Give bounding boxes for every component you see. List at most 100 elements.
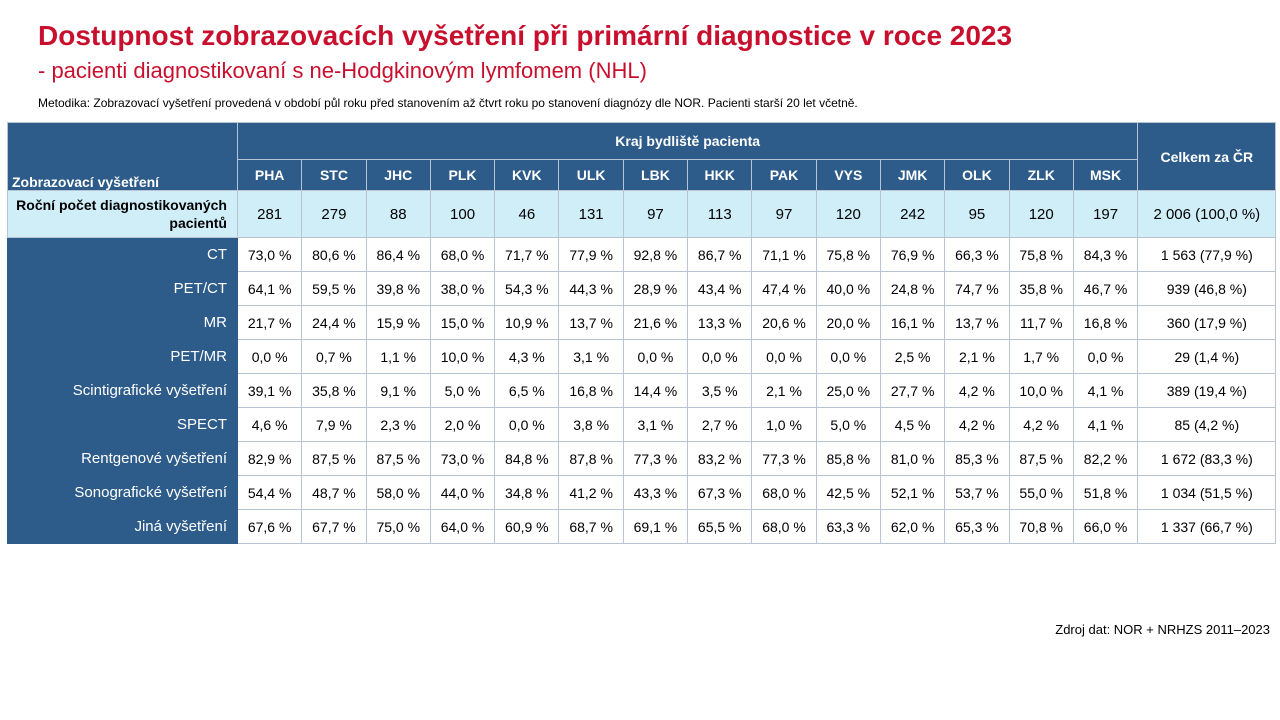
value-cell: 2,1 % (944, 339, 1010, 374)
value-cell: 63,3 % (815, 509, 881, 544)
value-cell: 65,5 % (687, 509, 753, 544)
value-cell: 24,8 % (879, 271, 946, 306)
value-cell: 54,3 % (494, 271, 560, 306)
value-cell: 42,5 % (815, 475, 881, 510)
value-cell: 67,3 % (687, 475, 753, 510)
value-cell: 1,7 % (1008, 339, 1074, 374)
region-header-msk: MSK (1072, 159, 1139, 191)
count-cell: 113 (687, 190, 753, 238)
value-cell: 85,3 % (944, 441, 1010, 476)
total-cell: 939 (46,8 %) (1137, 271, 1277, 306)
row-label: MR (7, 305, 238, 340)
total-header: Celkem za ČR (1137, 122, 1277, 191)
value-cell: 27,7 % (879, 373, 946, 408)
value-cell: 13,3 % (687, 305, 753, 340)
value-cell: 2,5 % (879, 339, 946, 374)
value-cell: 16,1 % (879, 305, 946, 340)
value-cell: 4,2 % (944, 373, 1010, 408)
value-cell: 55,0 % (1008, 475, 1074, 510)
count-cell: 120 (815, 190, 881, 238)
value-cell: 77,3 % (751, 441, 817, 476)
value-cell: 4,1 % (1072, 407, 1139, 442)
value-cell: 87,8 % (558, 441, 624, 476)
row-label: Sonografické vyšetření (7, 475, 238, 510)
value-cell: 14,4 % (622, 373, 689, 408)
value-cell: 3,1 % (622, 407, 689, 442)
value-cell: 10,0 % (429, 339, 496, 374)
value-cell: 86,4 % (365, 237, 431, 272)
region-header-plk: PLK (429, 159, 496, 191)
value-cell: 4,3 % (494, 339, 560, 374)
value-cell: 0,0 % (687, 339, 753, 374)
value-cell: 10,0 % (1008, 373, 1074, 408)
value-cell: 4,5 % (879, 407, 946, 442)
region-header-hkk: HKK (687, 159, 753, 191)
value-cell: 0,0 % (751, 339, 817, 374)
value-cell: 41,2 % (558, 475, 624, 510)
row-label: PET/CT (7, 271, 238, 306)
value-cell: 86,7 % (687, 237, 753, 272)
value-cell: 73,0 % (429, 441, 496, 476)
value-cell: 0,0 % (815, 339, 881, 374)
page-title: Dostupnost zobrazovacích vyšetření při p… (38, 20, 1013, 51)
table-row: SPECT 4,6 % 7,9 % 2,3 % 2,0 % 0,0 % 3,8 % 3,1 %… (7, 407, 1277, 442)
total-cell: 1 563 (77,9 %) (1137, 237, 1277, 272)
value-cell: 67,7 % (301, 509, 367, 544)
value-cell: 71,1 % (751, 237, 817, 272)
total-cell: 389 (19,4 %) (1137, 373, 1277, 408)
value-cell: 68,7 % (558, 509, 624, 544)
total-cell: 360 (17,9 %) (1137, 305, 1277, 340)
value-cell: 85,8 % (815, 441, 881, 476)
value-cell: 68,0 % (751, 509, 817, 544)
value-cell: 0,0 % (1072, 339, 1139, 374)
value-cell: 1,0 % (751, 407, 817, 442)
count-cell: 100 (429, 190, 496, 238)
region-group-header: Kraj bydliště pacienta (236, 122, 1139, 160)
region-header-stc: STC (301, 159, 367, 191)
count-cell: 88 (365, 190, 431, 238)
value-cell: 64,0 % (429, 509, 496, 544)
value-cell: 1,1 % (365, 339, 431, 374)
value-cell: 75,0 % (365, 509, 431, 544)
value-cell: 24,4 % (301, 305, 367, 340)
count-row-label: Roční počet diagnostikovaných pacientů (7, 190, 238, 238)
region-header-pha: PHA (236, 159, 303, 191)
value-cell: 2,1 % (751, 373, 817, 408)
region-header-jmk: JMK (879, 159, 946, 191)
value-cell: 60,9 % (494, 509, 560, 544)
total-cell: 29 (1,4 %) (1137, 339, 1277, 374)
value-cell: 2,7 % (687, 407, 753, 442)
total-cell: 1 034 (51,5 %) (1137, 475, 1277, 510)
value-cell: 67,6 % (236, 509, 303, 544)
value-cell: 13,7 % (944, 305, 1010, 340)
value-cell: 44,3 % (558, 271, 624, 306)
value-cell: 21,6 % (622, 305, 689, 340)
table-header-label: Zobrazovací vyšetření (7, 122, 238, 191)
value-cell: 34,8 % (494, 475, 560, 510)
methodology-note: Metodika: Zobrazovací vyšetření proveden… (38, 96, 858, 110)
value-cell: 4,2 % (1008, 407, 1074, 442)
value-cell: 15,0 % (429, 305, 496, 340)
region-header-jhc: JHC (365, 159, 431, 191)
value-cell: 4,1 % (1072, 373, 1139, 408)
value-cell: 44,0 % (429, 475, 496, 510)
count-cell: 97 (622, 190, 689, 238)
value-cell: 51,8 % (1072, 475, 1139, 510)
value-cell: 5,0 % (429, 373, 496, 408)
count-cell: 46 (494, 190, 560, 238)
value-cell: 48,7 % (301, 475, 367, 510)
value-cell: 64,1 % (236, 271, 303, 306)
total-cell: 1 337 (66,7 %) (1137, 509, 1277, 544)
value-cell: 10,9 % (494, 305, 560, 340)
value-cell: 16,8 % (558, 373, 624, 408)
value-cell: 38,0 % (429, 271, 496, 306)
value-cell: 28,9 % (622, 271, 689, 306)
region-header-ulk: ULK (558, 159, 624, 191)
value-cell: 68,0 % (429, 237, 496, 272)
data-source-note: Zdroj dat: NOR + NRHZS 2011–2023 (1055, 622, 1270, 637)
value-cell: 69,1 % (622, 509, 689, 544)
value-cell: 68,0 % (751, 475, 817, 510)
value-cell: 7,9 % (301, 407, 367, 442)
row-label: PET/MR (7, 339, 238, 374)
value-cell: 59,5 % (301, 271, 367, 306)
